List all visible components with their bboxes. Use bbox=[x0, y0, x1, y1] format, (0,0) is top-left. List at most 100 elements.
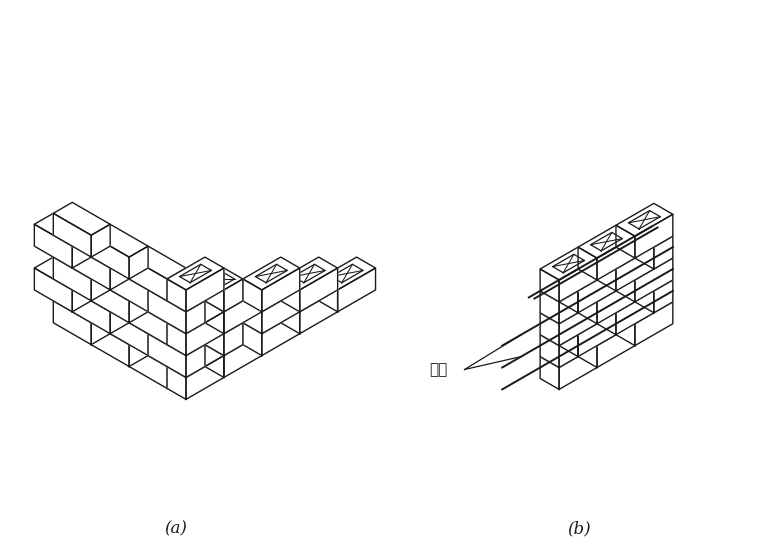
Polygon shape bbox=[205, 323, 224, 355]
Polygon shape bbox=[34, 257, 91, 290]
Polygon shape bbox=[91, 312, 110, 345]
Polygon shape bbox=[243, 323, 261, 355]
Polygon shape bbox=[53, 213, 91, 257]
Polygon shape bbox=[559, 291, 578, 324]
Polygon shape bbox=[205, 345, 224, 377]
Polygon shape bbox=[540, 335, 559, 367]
Polygon shape bbox=[280, 279, 337, 312]
Polygon shape bbox=[616, 291, 654, 335]
Polygon shape bbox=[654, 280, 673, 313]
Polygon shape bbox=[578, 313, 635, 346]
Polygon shape bbox=[167, 268, 186, 301]
Polygon shape bbox=[148, 323, 167, 355]
Polygon shape bbox=[148, 290, 186, 334]
Polygon shape bbox=[110, 268, 148, 312]
Polygon shape bbox=[53, 203, 110, 235]
Polygon shape bbox=[205, 279, 224, 312]
Polygon shape bbox=[205, 268, 243, 290]
Polygon shape bbox=[337, 268, 375, 312]
Polygon shape bbox=[597, 236, 635, 280]
Polygon shape bbox=[553, 254, 584, 273]
Polygon shape bbox=[243, 279, 299, 312]
Polygon shape bbox=[616, 313, 635, 346]
Polygon shape bbox=[110, 257, 129, 290]
Polygon shape bbox=[167, 257, 224, 290]
Polygon shape bbox=[34, 213, 91, 246]
Polygon shape bbox=[255, 264, 287, 283]
Polygon shape bbox=[559, 280, 578, 313]
Polygon shape bbox=[578, 335, 597, 367]
Polygon shape bbox=[129, 246, 148, 279]
Polygon shape bbox=[635, 269, 673, 291]
Polygon shape bbox=[559, 335, 578, 367]
Polygon shape bbox=[635, 214, 673, 258]
Polygon shape bbox=[91, 323, 129, 366]
Polygon shape bbox=[205, 312, 243, 334]
Polygon shape bbox=[616, 291, 673, 324]
Text: 钢筋: 钢筋 bbox=[429, 362, 448, 377]
Polygon shape bbox=[91, 268, 110, 301]
Polygon shape bbox=[167, 345, 224, 377]
Polygon shape bbox=[110, 312, 148, 355]
Polygon shape bbox=[148, 334, 186, 377]
Polygon shape bbox=[53, 301, 91, 345]
Polygon shape bbox=[616, 247, 654, 291]
Polygon shape bbox=[559, 258, 597, 302]
Polygon shape bbox=[148, 279, 167, 312]
Polygon shape bbox=[616, 203, 673, 236]
Polygon shape bbox=[540, 247, 597, 280]
Polygon shape bbox=[167, 323, 186, 355]
Polygon shape bbox=[540, 313, 559, 346]
Polygon shape bbox=[205, 323, 261, 355]
Polygon shape bbox=[318, 279, 337, 312]
Polygon shape bbox=[129, 246, 186, 279]
Polygon shape bbox=[578, 291, 597, 324]
Polygon shape bbox=[224, 290, 261, 334]
Polygon shape bbox=[205, 301, 224, 334]
Polygon shape bbox=[179, 264, 211, 283]
Polygon shape bbox=[635, 302, 673, 346]
Polygon shape bbox=[243, 279, 261, 312]
Polygon shape bbox=[635, 236, 654, 269]
Polygon shape bbox=[224, 334, 261, 377]
Text: (a): (a) bbox=[165, 520, 188, 537]
Polygon shape bbox=[167, 355, 186, 388]
Polygon shape bbox=[91, 224, 110, 257]
Polygon shape bbox=[167, 279, 186, 312]
Polygon shape bbox=[540, 324, 578, 346]
Polygon shape bbox=[597, 236, 654, 269]
Polygon shape bbox=[91, 224, 148, 257]
Polygon shape bbox=[559, 258, 616, 291]
Polygon shape bbox=[167, 301, 224, 334]
Polygon shape bbox=[597, 280, 654, 313]
Polygon shape bbox=[110, 301, 129, 334]
Polygon shape bbox=[129, 301, 167, 345]
Polygon shape bbox=[186, 301, 205, 334]
Polygon shape bbox=[293, 264, 325, 283]
Polygon shape bbox=[299, 268, 337, 312]
Polygon shape bbox=[559, 302, 597, 346]
Polygon shape bbox=[148, 323, 205, 355]
Polygon shape bbox=[578, 269, 616, 313]
Polygon shape bbox=[261, 290, 299, 334]
Polygon shape bbox=[72, 246, 110, 290]
Polygon shape bbox=[167, 366, 186, 399]
Polygon shape bbox=[186, 355, 224, 399]
Polygon shape bbox=[129, 345, 167, 388]
Polygon shape bbox=[616, 225, 635, 258]
Polygon shape bbox=[129, 290, 148, 323]
Polygon shape bbox=[129, 334, 148, 366]
Polygon shape bbox=[110, 301, 167, 334]
Polygon shape bbox=[261, 268, 299, 312]
Polygon shape bbox=[540, 291, 597, 324]
Polygon shape bbox=[540, 357, 559, 389]
Polygon shape bbox=[578, 225, 635, 258]
Polygon shape bbox=[186, 345, 205, 377]
Polygon shape bbox=[616, 269, 635, 302]
Polygon shape bbox=[559, 346, 597, 389]
Polygon shape bbox=[540, 335, 597, 367]
Polygon shape bbox=[129, 290, 186, 323]
Polygon shape bbox=[91, 268, 148, 301]
Polygon shape bbox=[129, 334, 186, 366]
Polygon shape bbox=[53, 290, 110, 323]
